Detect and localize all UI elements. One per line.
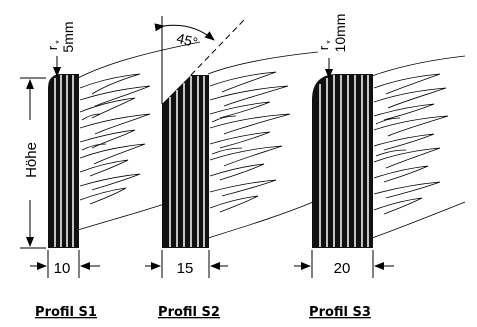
feather-lines-s3 (371, 55, 466, 239)
lamella-lines-s1 (54, 75, 74, 247)
width-label-s2: 15 (177, 260, 194, 277)
profile-block-s3 (312, 74, 373, 248)
radius-annotation-s1: r * 5mm (45, 21, 76, 77)
radius-annotation-s3: r * 10mm (316, 14, 348, 79)
width-dimension-s3 (294, 250, 394, 278)
width-label-s1: 10 (54, 260, 71, 277)
radius-value-s3: 10mm (332, 14, 348, 53)
profile-block-s2 (162, 75, 209, 248)
radius-symbol-s3: r (316, 45, 331, 50)
lamella-lines-s3 (319, 75, 369, 247)
caption-s1: Profil S1 (35, 305, 97, 320)
feather-lines-s2 (207, 51, 319, 239)
radius-symbol-s1: r (45, 45, 60, 50)
caption-s2: Profil S2 (158, 305, 220, 320)
width-dimension-s2 (145, 250, 228, 278)
profile-s1: Höhe r * 5mm 10 Profil S1 (20, 21, 201, 320)
height-label: Höhe (23, 142, 40, 178)
angle-annotation-s2 (154, 16, 245, 104)
radius-value-s1: 5mm (60, 21, 76, 52)
width-dimension-s1 (30, 250, 100, 278)
profile-s3: r * 10mm 20 Profil S3 (294, 14, 466, 320)
profile-s2: 45° 15 Profil S2 (145, 16, 319, 320)
profile-block-s1 (48, 74, 79, 248)
height-dimension (20, 77, 46, 249)
width-label-s3: 20 (334, 260, 351, 277)
radius-sub-s3: * (325, 40, 335, 44)
radius-sub-s1: * (54, 40, 64, 44)
feather-lines-s1 (77, 41, 201, 231)
angle-label-s2: 45° (175, 30, 199, 51)
lamella-lines-s2 (169, 76, 205, 247)
caption-s3: Profil S3 (309, 305, 371, 320)
